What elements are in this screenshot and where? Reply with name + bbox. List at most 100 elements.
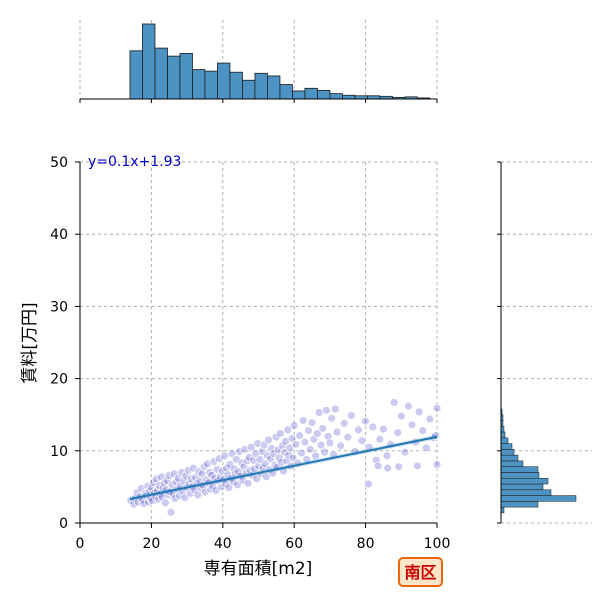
right-histogram-bar bbox=[500, 472, 540, 479]
scatter-point bbox=[418, 426, 428, 435]
scatter-point bbox=[364, 479, 373, 489]
scatter-point bbox=[267, 444, 277, 454]
x-tick-label: 20 bbox=[142, 536, 160, 552]
scatter-point bbox=[382, 451, 392, 461]
top-histogram-bar bbox=[179, 53, 193, 100]
top-histogram-bars bbox=[129, 23, 431, 100]
right-histogram-bars bbox=[500, 408, 577, 514]
scatter-point bbox=[336, 441, 346, 451]
right-histogram-bar bbox=[500, 431, 506, 439]
scatter-point bbox=[327, 413, 337, 423]
right-histogram-bar bbox=[500, 449, 515, 456]
scatter-point bbox=[235, 447, 244, 456]
right-histogram-bar bbox=[500, 437, 509, 444]
scatter-point bbox=[394, 462, 404, 472]
top-histogram-bar bbox=[329, 93, 343, 100]
right-histogram-bar bbox=[500, 501, 539, 508]
top-histogram-bar bbox=[229, 71, 243, 100]
scatter-point bbox=[249, 455, 258, 465]
top-histogram-bar bbox=[142, 23, 156, 100]
top-histogram-bar bbox=[267, 75, 281, 100]
x-tick-labels: 0 20 40 60 80 100 bbox=[76, 536, 451, 552]
scatter-point bbox=[320, 447, 329, 457]
scatter-point bbox=[253, 439, 263, 448]
y-tick-label: 10 bbox=[50, 444, 68, 460]
scatter-point bbox=[266, 454, 276, 464]
x-tick-label: 80 bbox=[357, 536, 375, 552]
scatter-point bbox=[389, 398, 399, 407]
scatter-point bbox=[295, 431, 304, 441]
right-histogram-panel bbox=[497, 161, 592, 524]
scatter-point bbox=[162, 475, 172, 485]
scatter-point bbox=[275, 429, 285, 438]
scatter-point bbox=[396, 411, 406, 421]
top-histogram-bar bbox=[217, 62, 231, 100]
right-histogram-bar bbox=[500, 466, 539, 473]
scatter-point bbox=[243, 478, 253, 488]
scatter-point bbox=[164, 470, 174, 480]
scatter-point bbox=[343, 432, 353, 442]
scatter-point bbox=[311, 451, 321, 461]
top-histogram-panel bbox=[79, 20, 438, 103]
x-axis-title: 専有面積[m2] bbox=[204, 559, 313, 579]
x-tick-label: 0 bbox=[76, 536, 85, 552]
region-badge-label: 南区 bbox=[404, 563, 436, 582]
scatter-point bbox=[284, 450, 294, 460]
top-histogram-bar bbox=[316, 90, 331, 100]
y-tick-label: 30 bbox=[50, 299, 68, 315]
scatter-point bbox=[214, 454, 224, 464]
scatter-point bbox=[281, 437, 291, 446]
scatter-point bbox=[412, 461, 422, 471]
scatter-point bbox=[274, 453, 284, 463]
y-tick-label: 0 bbox=[59, 516, 68, 532]
scatter-point bbox=[304, 426, 313, 435]
scatter-point bbox=[332, 427, 342, 437]
right-histogram-bar bbox=[500, 477, 549, 485]
right-histogram-bar bbox=[500, 483, 544, 491]
scatter-point bbox=[254, 461, 264, 471]
top-histogram-bar bbox=[341, 94, 356, 100]
scatter-point bbox=[339, 418, 349, 428]
scatter-point bbox=[425, 414, 435, 424]
top-histogram-bar bbox=[167, 55, 181, 100]
scatter-point bbox=[404, 401, 413, 411]
scatter-point bbox=[251, 449, 261, 459]
top-histogram-bar bbox=[279, 84, 293, 100]
scatter-point bbox=[330, 404, 340, 414]
scatter-point bbox=[312, 429, 322, 438]
top-histogram-bar bbox=[129, 50, 143, 100]
top-histogram-bar bbox=[204, 70, 218, 100]
main-axes bbox=[75, 161, 438, 528]
scatter-point bbox=[357, 436, 367, 446]
regression-line bbox=[129, 434, 438, 502]
scatter-point bbox=[298, 416, 308, 425]
region-badge: 南区 bbox=[398, 557, 443, 587]
scatter-point bbox=[283, 425, 293, 435]
scatter-point bbox=[300, 437, 310, 447]
scatter-point bbox=[276, 457, 286, 467]
scatter-point bbox=[264, 435, 273, 445]
scatter-point bbox=[393, 428, 403, 438]
scatter-point bbox=[375, 434, 385, 444]
main-grid bbox=[79, 161, 438, 524]
regression-equation: y=0.1x+1.93 bbox=[88, 154, 181, 170]
scatter-point bbox=[316, 440, 326, 450]
scatter-point bbox=[432, 403, 442, 413]
y-tick-label: 40 bbox=[50, 227, 68, 243]
scatter-point bbox=[368, 422, 378, 432]
scatter-points bbox=[126, 398, 442, 517]
scatter-point bbox=[200, 487, 210, 497]
x-tick-label: 60 bbox=[285, 536, 303, 552]
y-tick-labels: 0 10 20 30 40 50 bbox=[50, 155, 68, 532]
x-tick-label: 100 bbox=[424, 536, 451, 552]
right-histogram-bar bbox=[500, 443, 513, 450]
scatter-point bbox=[414, 407, 424, 417]
top-histogram-bar bbox=[254, 72, 268, 100]
right-histogram-bar bbox=[500, 489, 552, 496]
regression-line-path bbox=[129, 435, 438, 500]
scatter-point bbox=[183, 465, 193, 475]
top-histogram-bar bbox=[192, 69, 206, 100]
scatter-point bbox=[151, 474, 161, 484]
scatter-point bbox=[432, 460, 442, 469]
